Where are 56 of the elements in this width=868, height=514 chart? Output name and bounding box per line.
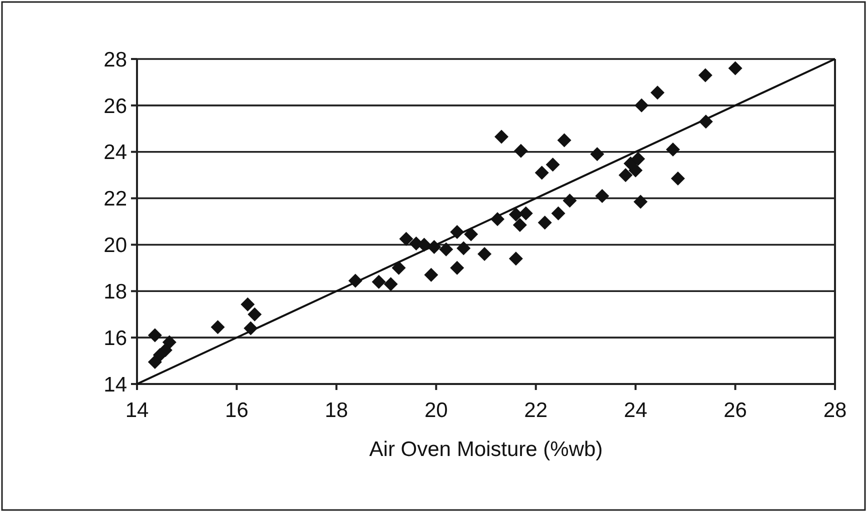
- point: [546, 158, 560, 172]
- x-tick-label: 14: [125, 399, 149, 422]
- y-tick-label: 24: [104, 141, 128, 164]
- point: [456, 241, 471, 256]
- point: [562, 194, 577, 208]
- point: [514, 144, 528, 158]
- point: [240, 297, 255, 312]
- point: [551, 206, 566, 220]
- point: [634, 98, 649, 112]
- point: [439, 242, 454, 256]
- point: [464, 227, 478, 242]
- point: [424, 268, 438, 282]
- point: [518, 206, 533, 220]
- point: [248, 307, 262, 322]
- point: [595, 188, 610, 203]
- point: [162, 335, 176, 350]
- point: [618, 168, 633, 182]
- point: [666, 142, 680, 157]
- point: [508, 208, 523, 222]
- x-tick-label: 28: [823, 399, 847, 422]
- point: [728, 61, 742, 76]
- point: [148, 328, 162, 342]
- x-tick-label: 26: [724, 399, 747, 422]
- x-tick-label: 16: [225, 399, 248, 422]
- point: [670, 172, 685, 186]
- point: [631, 152, 646, 166]
- x-axis-title: Air Oven Moisture (%wb): [369, 438, 603, 461]
- point: [384, 277, 398, 292]
- point: [450, 260, 464, 275]
- x-tick-label: 20: [424, 399, 448, 422]
- point: [557, 133, 572, 148]
- point: [392, 260, 406, 275]
- point: [508, 252, 523, 266]
- y-tick-label: 28: [104, 48, 127, 72]
- y-tick-label: 26: [104, 94, 127, 118]
- point: [148, 354, 162, 369]
- y-tick-label: 18: [104, 280, 127, 304]
- x-tick-label: 22: [524, 399, 548, 422]
- point: [590, 147, 604, 162]
- point: [210, 320, 225, 334]
- point: [650, 86, 665, 100]
- y-tick-label: 22: [104, 188, 127, 211]
- x-tick-label: 18: [324, 399, 348, 422]
- point: [399, 232, 414, 246]
- y-tick-label: 16: [104, 326, 127, 350]
- point: [512, 218, 527, 232]
- point: [478, 247, 492, 261]
- point: [372, 274, 386, 289]
- point: [494, 130, 508, 144]
- y-tick-label: 14: [104, 373, 128, 396]
- point: [534, 166, 549, 180]
- point: [634, 194, 648, 209]
- y-tick-label: 20: [104, 234, 127, 258]
- point: [698, 68, 712, 82]
- point: [538, 216, 552, 230]
- x-tick-label: 24: [624, 399, 648, 422]
